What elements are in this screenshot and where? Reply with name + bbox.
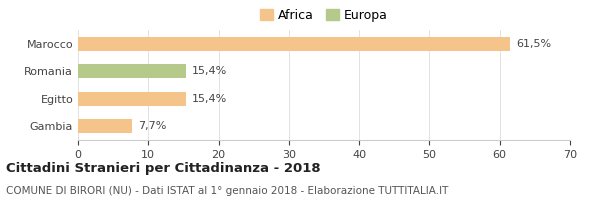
Bar bbox=[78, 37, 510, 51]
Bar bbox=[78, 119, 132, 133]
Bar bbox=[78, 64, 186, 78]
Text: COMUNE DI BIRORI (NU) - Dati ISTAT al 1° gennaio 2018 - Elaborazione TUTTITALIA.: COMUNE DI BIRORI (NU) - Dati ISTAT al 1°… bbox=[6, 186, 448, 196]
Text: 15,4%: 15,4% bbox=[192, 66, 227, 76]
Text: 15,4%: 15,4% bbox=[192, 94, 227, 104]
Legend: Africa, Europa: Africa, Europa bbox=[260, 9, 388, 22]
Text: 61,5%: 61,5% bbox=[516, 39, 551, 49]
Bar bbox=[78, 92, 186, 106]
Text: Cittadini Stranieri per Cittadinanza - 2018: Cittadini Stranieri per Cittadinanza - 2… bbox=[6, 162, 320, 175]
Text: 7,7%: 7,7% bbox=[138, 121, 166, 131]
